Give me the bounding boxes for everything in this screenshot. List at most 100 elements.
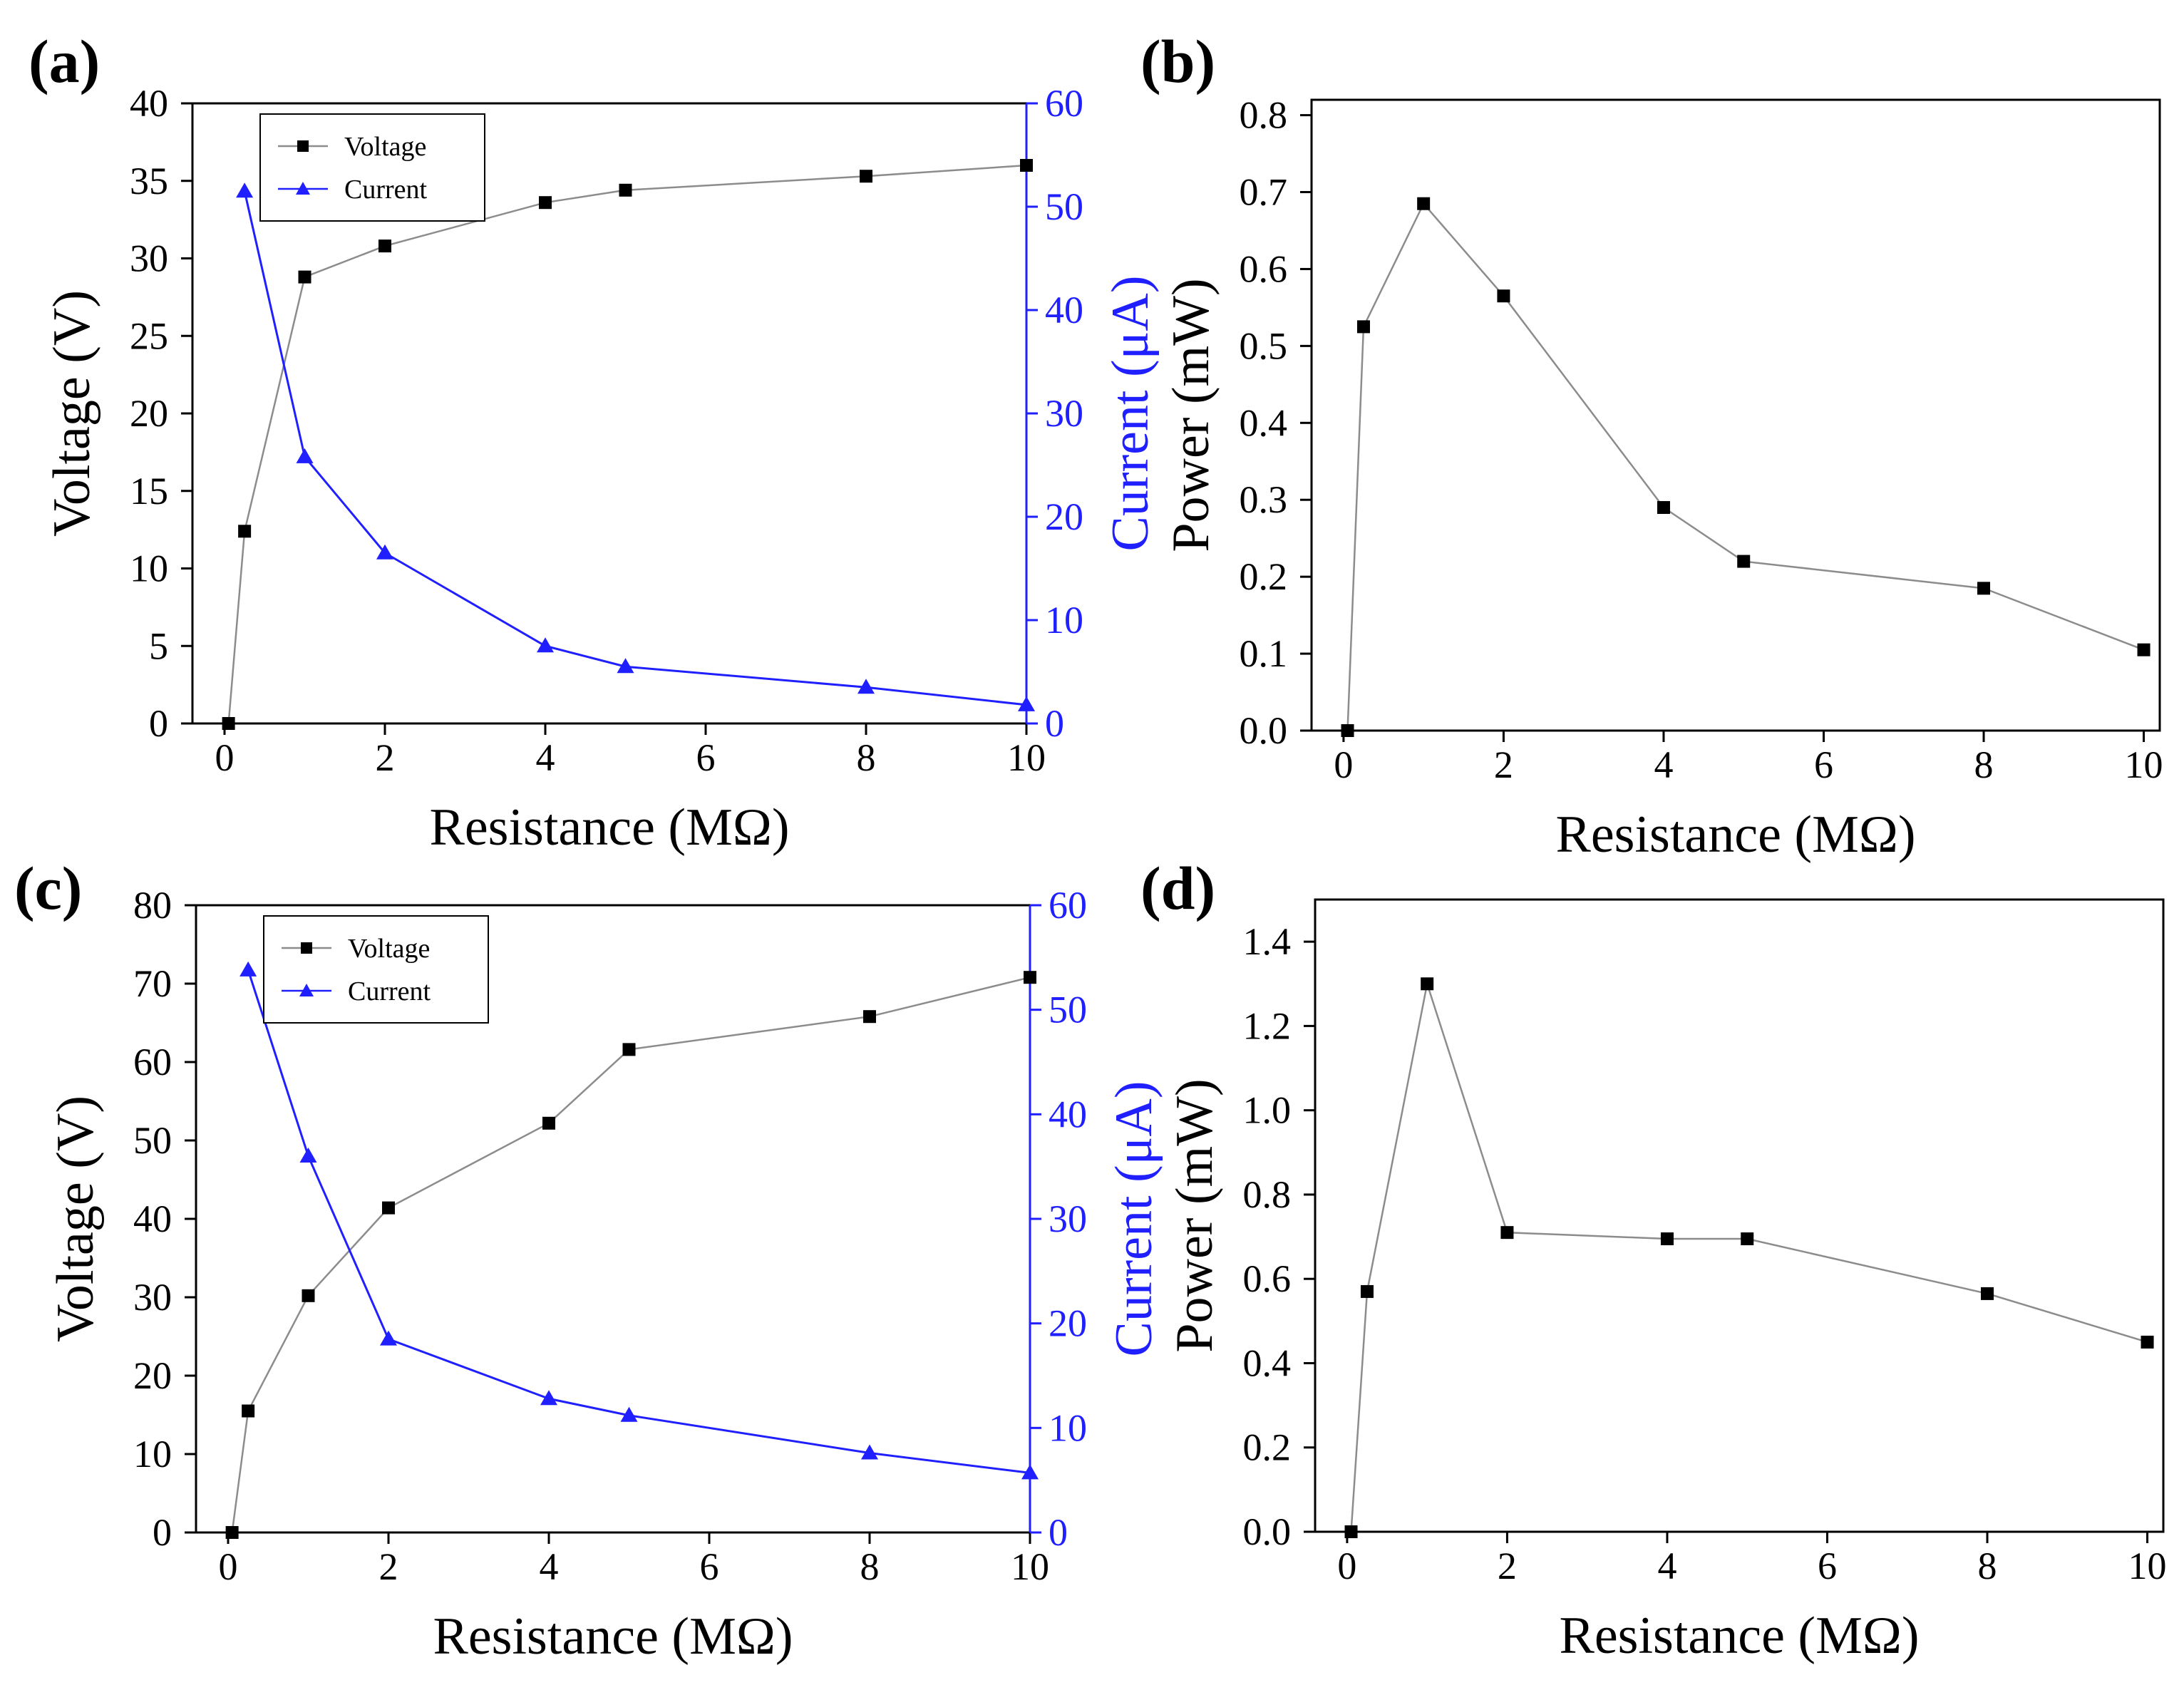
legend-marker-triangle xyxy=(299,984,314,996)
y-tick-label: 0.1 xyxy=(1240,632,1288,675)
y2-tick-label: 30 xyxy=(1049,1197,1087,1240)
series-line-current xyxy=(243,190,1027,706)
y-tick-label: 0 xyxy=(153,1511,172,1554)
y-tick-label: 35 xyxy=(130,160,168,202)
legend-entry-current: Current xyxy=(348,977,431,1006)
legend-marker-square xyxy=(297,140,309,152)
y2-axis-label: Current (μA) xyxy=(1105,1081,1163,1357)
data-point-triangle xyxy=(376,544,393,560)
data-point-square xyxy=(1981,1287,1994,1300)
data-point-triangle xyxy=(620,1406,638,1422)
y-tick-label: 1.0 xyxy=(1243,1089,1292,1132)
y-tick-label: 0.7 xyxy=(1240,171,1288,214)
x-tick-label: 10 xyxy=(1011,1545,1049,1588)
y-tick-label: 40 xyxy=(130,82,168,125)
x-tick-label: 0 xyxy=(1334,743,1353,786)
chart-panel-b: (b) 0 2 4 6 8 10 0.0 0.1 0.2 0.3 0.4 0.5 0.6 0.7 0.8 Res… xyxy=(1140,27,2163,864)
data-point-square xyxy=(1020,159,1033,172)
y-tick-label: 1.2 xyxy=(1243,1004,1292,1047)
data-point-square xyxy=(1421,977,1434,991)
y-tick-label: 0.2 xyxy=(1243,1426,1292,1469)
y-tick-label: 0.8 xyxy=(1243,1173,1292,1216)
data-point-triangle xyxy=(296,448,314,463)
data-point-square xyxy=(378,239,391,253)
x-tick-label: 2 xyxy=(376,736,395,779)
y2-tick-label: 20 xyxy=(1049,1302,1087,1345)
data-point-triangle xyxy=(299,1148,317,1163)
y-tick-label: 70 xyxy=(133,962,172,1005)
y2-tick-label: 0 xyxy=(1049,1511,1068,1554)
data-point-square xyxy=(860,170,872,183)
data-point-triangle xyxy=(857,679,875,694)
y2-tick-label: 60 xyxy=(1045,82,1083,125)
x-tick-label: 6 xyxy=(696,736,716,779)
data-point-triangle xyxy=(537,637,554,653)
legend-box xyxy=(259,113,485,222)
y-tick-label: 30 xyxy=(133,1276,172,1319)
x-tick-label: 10 xyxy=(1007,736,1046,779)
y2-tick-label: 40 xyxy=(1045,289,1083,331)
y-tick-label: 0.0 xyxy=(1240,709,1288,752)
legend-marker-square xyxy=(301,942,312,954)
y2-tick-label: 20 xyxy=(1045,495,1083,538)
y-tick-label: 0.5 xyxy=(1240,324,1288,367)
plot-frame xyxy=(1314,898,2165,1533)
chart-panel-c: (c)0 2 4 6 8 10010203040506070800102030405060… xyxy=(14,854,1163,1666)
data-point-square xyxy=(222,717,235,730)
data-point-square xyxy=(1737,555,1751,568)
y2-tick-label: 10 xyxy=(1045,599,1083,642)
y-tick-label: 20 xyxy=(133,1354,172,1397)
y-tick-label: 0.4 xyxy=(1240,401,1288,444)
data-point-square xyxy=(382,1201,395,1215)
data-point-square xyxy=(238,525,252,538)
series-line-power xyxy=(1350,983,2148,1532)
panel-label-d: (d) xyxy=(1140,854,1215,922)
x-tick-label: 8 xyxy=(857,736,876,779)
data-point-square xyxy=(1741,1232,1754,1246)
y-tick-label: 0.6 xyxy=(1243,1257,1292,1300)
y-axis-label: Power (mW) xyxy=(1162,278,1220,552)
x-axis-label: Resistance (MΩ) xyxy=(433,1607,793,1666)
y-axis-label: Voltage (V) xyxy=(43,290,101,537)
x-axis-label: Resistance (MΩ) xyxy=(429,798,789,857)
y2-tick-label: 10 xyxy=(1049,1406,1087,1449)
data-point-triangle xyxy=(617,658,634,674)
legend-entry-voltage: Voltage xyxy=(344,132,426,162)
y-tick-label: 5 xyxy=(149,624,168,667)
y2-tick-label: 30 xyxy=(1045,392,1083,435)
x-tick-label: 2 xyxy=(1498,1545,1517,1587)
y-tick-label: 0.4 xyxy=(1243,1341,1292,1384)
data-point-triangle xyxy=(1018,696,1035,711)
legend: Voltage Current xyxy=(259,113,485,222)
x-tick-label: 8 xyxy=(1978,1545,1997,1587)
y-tick-label: 0 xyxy=(149,702,168,745)
legend-box xyxy=(263,915,489,1024)
data-point-square xyxy=(542,1116,555,1130)
chart-panel-d: (d) 0 2 4 6 8 10 0.0 0.2 0.4 0.6 0.8 1.0 1.2 1.4 Resist… xyxy=(1140,854,2167,1665)
y-axis-label: Voltage (V) xyxy=(46,1096,105,1342)
y2-tick-label: 50 xyxy=(1049,989,1087,1031)
data-point-square xyxy=(2141,1335,2154,1349)
y-tick-label: 0.0 xyxy=(1243,1510,1292,1553)
x-tick-label: 4 xyxy=(540,1545,559,1588)
y-axis-label: Power (mW) xyxy=(1165,1078,1224,1352)
series-line-voltage xyxy=(231,976,1031,1533)
y-tick-label: 0.8 xyxy=(1240,94,1288,137)
legend-entry-voltage: Voltage xyxy=(348,934,430,964)
x-tick-label: 4 xyxy=(1654,743,1673,786)
data-point-square xyxy=(619,183,632,197)
y-tick-label: 20 xyxy=(130,392,168,435)
x-tick-label: 2 xyxy=(1494,743,1513,786)
x-tick-label: 0 xyxy=(1337,1545,1356,1587)
x-axis-label: Resistance (MΩ) xyxy=(1555,805,1915,864)
y-tick-label: 30 xyxy=(130,237,168,280)
y-tick-label: 1.4 xyxy=(1243,920,1292,963)
series-line-current xyxy=(247,969,1031,1474)
chart-panel-a: (a)0 2 4 6 8 1005101520253035400102030405060R… xyxy=(29,27,1160,857)
data-point-square xyxy=(298,270,311,284)
data-point-square xyxy=(1977,582,1991,595)
data-point-square xyxy=(622,1043,636,1056)
data-point-triangle xyxy=(236,182,254,198)
